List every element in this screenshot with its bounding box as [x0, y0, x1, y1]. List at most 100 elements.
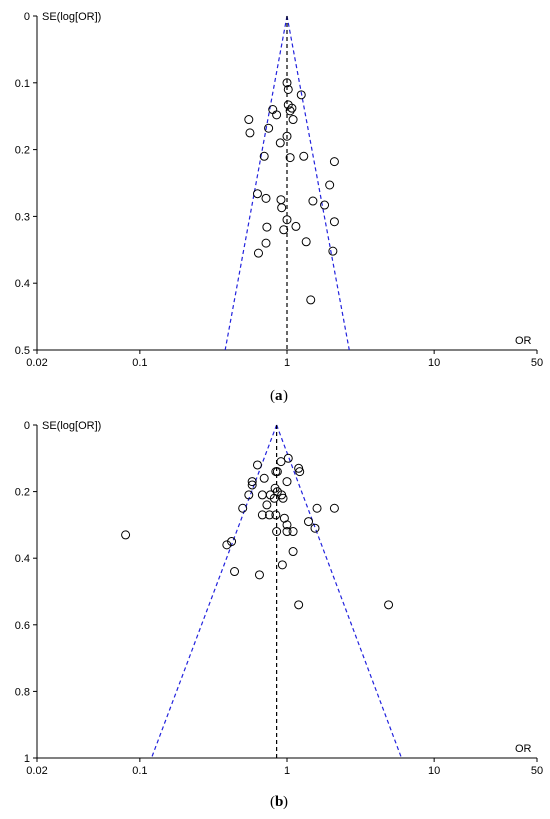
y-tick-label: 0: [24, 11, 30, 23]
y-axis-label: SE(log[OR]): [42, 420, 101, 432]
x-tick-label: 0.02: [26, 357, 47, 369]
study-point: [329, 157, 339, 167]
study-point: [328, 246, 338, 256]
x-tick-label: 0.02: [26, 765, 47, 777]
panel-b-caption-close: ): [283, 794, 288, 810]
x-tick-label: 1: [284, 357, 290, 369]
x-axis-label: OR: [515, 335, 532, 347]
study-point: [287, 103, 297, 113]
funnel-left-line: [224, 15, 288, 351]
study-point: [282, 131, 292, 141]
study-point: [121, 530, 131, 540]
y-tick-label: 0.1: [15, 78, 30, 90]
study-point: [329, 217, 339, 227]
study-point: [230, 567, 240, 577]
study-point: [296, 90, 306, 100]
study-point: [247, 477, 257, 487]
study-point: [384, 600, 394, 610]
study-point: [282, 520, 292, 530]
study-point: [306, 295, 316, 305]
x-tick-label: 10: [428, 357, 440, 369]
x-tick-label: 50: [531, 765, 543, 777]
study-point: [227, 537, 237, 547]
study-point: [278, 493, 288, 503]
y-tick-label: 0.5: [15, 345, 30, 357]
study-point: [312, 503, 322, 513]
study-point: [288, 527, 298, 537]
study-point: [295, 467, 305, 477]
funnel-right-line: [286, 15, 350, 351]
study-point: [272, 110, 282, 120]
study-point: [285, 153, 295, 163]
study-point: [279, 225, 289, 235]
study-point: [272, 467, 282, 477]
y-tick-label: 0: [24, 420, 30, 432]
y-tick-label: 0.8: [15, 686, 30, 698]
study-point: [262, 500, 272, 510]
study-point: [299, 151, 309, 161]
study-point: [252, 189, 262, 199]
study-point: [304, 517, 314, 527]
funnel-right-line: [276, 424, 403, 759]
study-point: [222, 540, 232, 550]
y-axis-label: SE(log[OR]): [42, 11, 101, 23]
study-point: [301, 237, 311, 247]
panel-a-caption-open: (: [270, 388, 275, 404]
study-point: [244, 115, 254, 125]
study-point: [283, 453, 293, 463]
panel-a-caption-letter: a: [275, 388, 283, 404]
study-point: [238, 503, 248, 513]
y-tick-label: 0.2: [15, 487, 30, 499]
study-point: [282, 78, 292, 88]
panel-b-caption-letter: b: [275, 794, 283, 810]
study-point: [325, 180, 335, 190]
study-point: [271, 510, 281, 520]
study-point: [269, 493, 279, 503]
study-point: [276, 457, 286, 467]
study-point: [247, 480, 257, 490]
study-point: [275, 138, 285, 148]
study-point: [268, 105, 278, 115]
study-point: [276, 195, 286, 205]
study-point: [277, 560, 287, 570]
study-point: [259, 473, 269, 483]
study-point: [329, 503, 339, 513]
study-point: [264, 510, 274, 520]
study-point: [288, 547, 298, 557]
funnel-left-line: [150, 424, 278, 759]
study-point: [282, 477, 292, 487]
study-point: [257, 490, 267, 500]
study-point: [272, 527, 282, 537]
study-point: [244, 490, 254, 500]
study-point: [288, 115, 298, 125]
study-point: [285, 106, 295, 116]
study-point: [308, 196, 318, 206]
panel-a-funnel-plot: 0 0.1 0.2 0.3 0.4 0.50.02 0.1 1 10 50 SE(log[OR]) O…: [15, 11, 543, 369]
y-tick-label: 0.6: [15, 620, 30, 632]
x-tick-label: 0.1: [132, 765, 147, 777]
x-tick-label: 50: [531, 357, 543, 369]
study-point: [282, 215, 292, 225]
x-axis-label: OR: [515, 743, 532, 755]
study-point: [282, 527, 292, 537]
study-point: [259, 151, 269, 161]
study-point: [261, 193, 271, 203]
x-tick-label: 0.1: [132, 357, 147, 369]
y-tick-label: 0.4: [15, 553, 30, 565]
study-point: [254, 570, 264, 580]
study-point: [257, 510, 267, 520]
study-point: [264, 123, 274, 133]
study-point: [262, 222, 272, 232]
study-point: [252, 460, 262, 470]
panel-a-caption-close: ): [283, 388, 288, 404]
panel-b-caption-open: (: [270, 794, 275, 810]
y-tick-label: 0.4: [15, 278, 30, 290]
y-tick-label: 1: [24, 753, 30, 765]
study-point: [310, 523, 320, 533]
study-point: [261, 238, 271, 248]
study-point: [277, 203, 287, 213]
study-point: [253, 248, 263, 258]
study-point: [291, 221, 301, 231]
